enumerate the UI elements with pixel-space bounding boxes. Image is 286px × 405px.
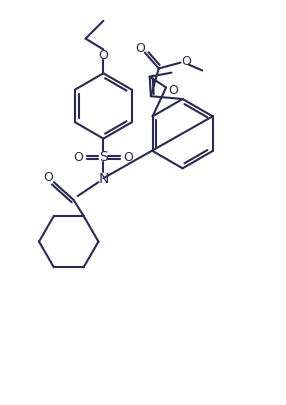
- Text: O: O: [74, 151, 84, 164]
- Text: O: O: [182, 55, 191, 68]
- Text: N: N: [98, 172, 109, 186]
- Text: O: O: [43, 171, 53, 183]
- Text: S: S: [99, 150, 108, 164]
- Text: O: O: [135, 42, 145, 55]
- Text: O: O: [123, 151, 133, 164]
- Text: O: O: [168, 84, 178, 97]
- Text: O: O: [98, 49, 108, 62]
